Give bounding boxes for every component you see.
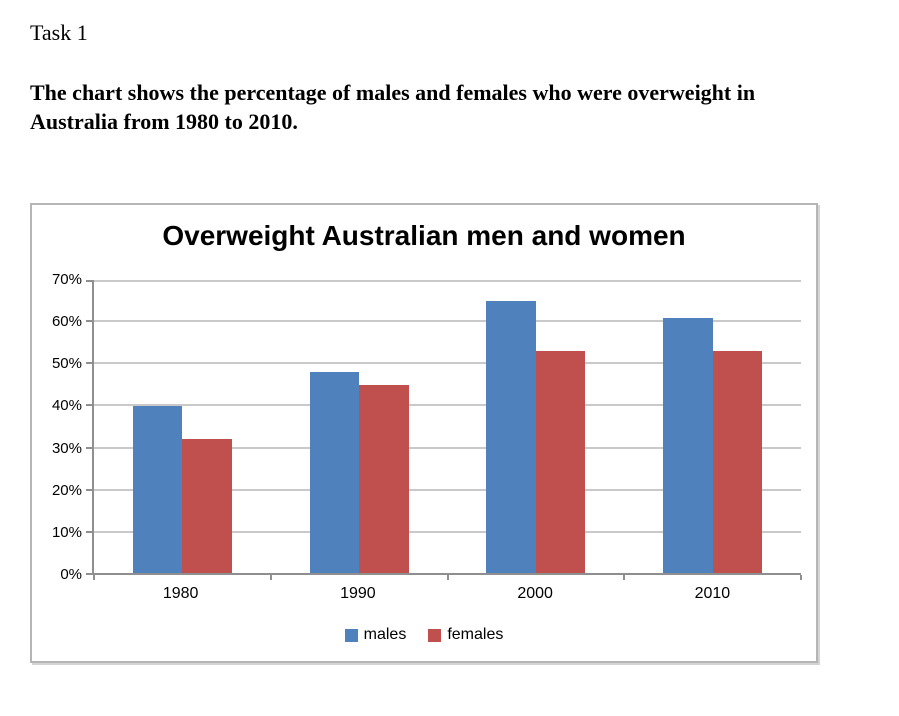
legend-item-males: males [344,626,407,644]
legend-label-males: males [363,626,407,643]
y-axis-tick-label: 60% [51,313,82,331]
x-axis-tick [446,575,449,580]
bar-groups [94,280,801,573]
y-axis-tick [86,573,92,575]
x-axis-tick [93,575,95,580]
y-axis-tick [86,488,92,491]
x-axis-category-label: 1980 [162,585,199,602]
gridline [94,446,801,449]
bar-females-2000 [535,351,586,573]
gridline [94,404,801,407]
bar-females-1990 [359,384,409,573]
bar-group-1990 [271,280,448,573]
y-axis-tick-label: 10% [51,523,82,541]
chart: Overweight Australian men and women 70% 6… [30,203,818,663]
y-axis-tick-label: 30% [51,439,82,457]
x-axis-labels: 1980 1990 2000 2010 [92,585,801,603]
bar-group-2010 [624,280,801,573]
bar-males-2000 [486,300,536,573]
gridline [94,280,801,282]
y-axis-tick-label: 40% [51,397,82,415]
bar-females-2010 [712,351,763,573]
bar-males-1980 [132,405,183,573]
x-axis-category-label: 2010 [694,585,731,602]
legend-item-females: females [428,626,503,644]
y-axis-tick [86,446,92,449]
document-header: Task 1 The chart shows the percentage of… [30,20,830,136]
bar-group-2000 [448,280,625,573]
bar-group-1980 [94,280,271,573]
bar-females-1980 [182,439,232,573]
y-axis-tick-label: 70% [51,271,82,288]
y-axis-tick-label: 50% [51,355,82,373]
chart-title: Overweight Australian men and women [162,220,686,251]
chart-legend: males females [32,626,816,644]
y-axis-tick [86,280,92,282]
y-axis-tick [86,530,92,533]
gridline [94,362,801,365]
x-axis-category-label: 2000 [517,585,553,602]
x-axis-category-label: 1990 [340,585,376,602]
legend-swatch-females [428,628,442,642]
x-axis-tick [800,575,802,580]
legend-label-females: females [447,626,504,643]
y-axis-tick [86,404,92,407]
prompt-text: The chart shows the percentage of males … [30,80,756,134]
bar-males-2010 [663,317,713,573]
x-axis-tick [269,575,272,580]
y-axis-tick [86,362,92,365]
legend-swatch-males [344,628,358,642]
gridline [94,320,801,323]
gridline [94,488,801,491]
plot-area [86,280,802,580]
bar-males-1990 [309,372,360,573]
x-axis-tick [623,575,626,580]
y-axis-tick [86,320,92,323]
y-axis-tick-label: 20% [51,481,82,499]
y-axis-labels: 70% 60% 50% 40% 30% 20% 10% 0% [32,271,82,583]
gridline [94,530,801,533]
y-axis-tick-label: 0% [60,566,82,583]
task-label: Task 1 [30,20,88,45]
